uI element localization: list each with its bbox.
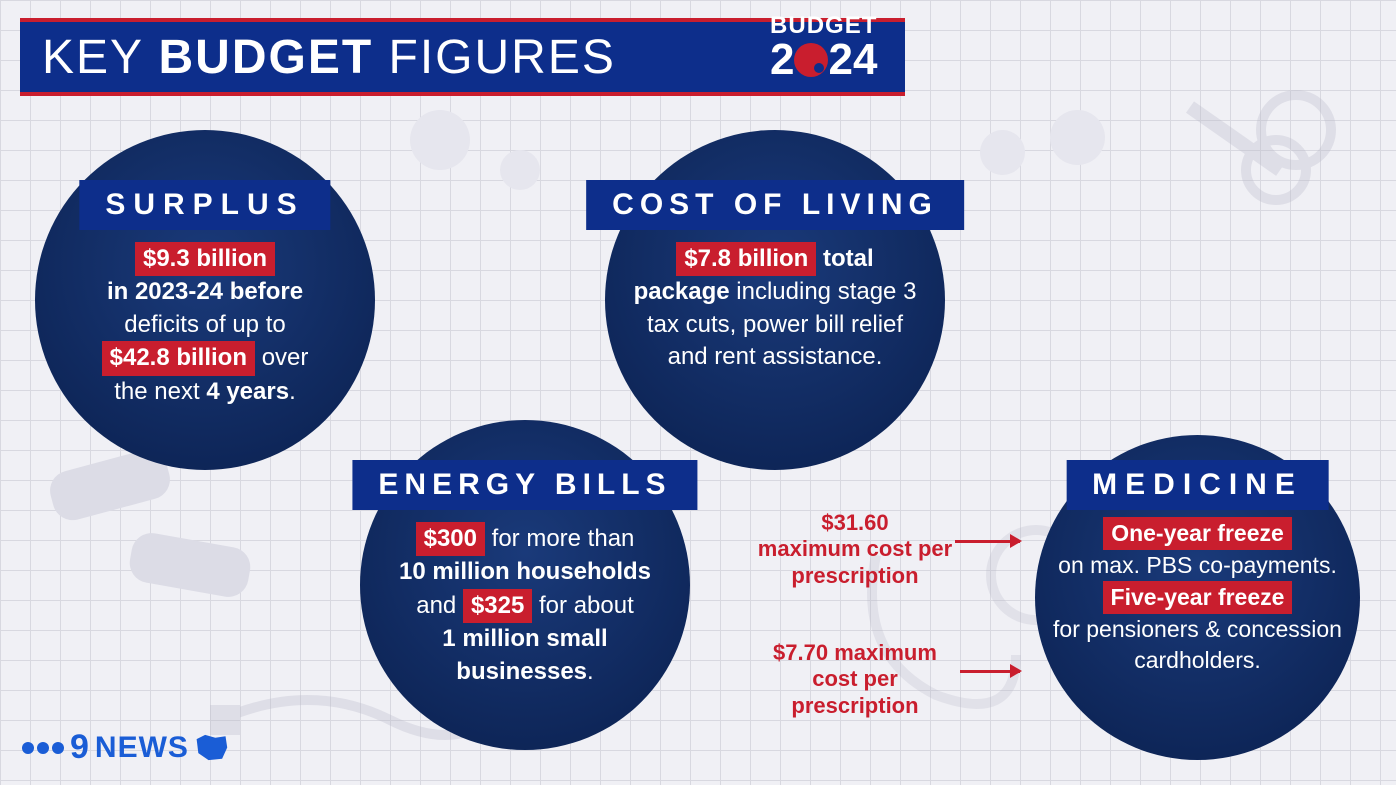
callout-1: $31.60 maximum cost per prescription [755, 510, 955, 589]
header-title: KEY BUDGET FIGURES [42, 30, 616, 85]
col-line1b: package [634, 278, 730, 305]
badge-year-left: 2 [770, 35, 794, 84]
surplus-line3c: . [289, 378, 296, 405]
energy-card: ENERGY BILLS $300 for more than 10 milli… [360, 420, 690, 750]
callout-1-text: maximum cost per prescription [758, 536, 952, 587]
energy-body: $300 for more than 10 million households… [385, 522, 665, 688]
logo-news-text: NEWS [95, 731, 189, 765]
logo-map-icon [195, 734, 229, 762]
energy-line4: 1 million small businesses [442, 625, 607, 684]
callout-1-amount: $31.60 [821, 510, 888, 535]
medicine-line2: for pensioners & concession cardholders. [1053, 616, 1342, 673]
energy-title: ENERGY BILLS [352, 460, 697, 510]
deco-circle [980, 130, 1025, 175]
energy-amount-1: $300 [416, 522, 485, 556]
medicine-title: MEDICINE [1066, 460, 1329, 510]
nine-news-logo: 9 NEWS [22, 728, 229, 767]
callout-2-text-b: cost per prescription [791, 666, 918, 717]
energy-line4-end: . [587, 658, 594, 685]
keys-icon [1096, 70, 1356, 290]
energy-line1: for more than [485, 525, 634, 552]
surplus-title: SURPLUS [79, 180, 330, 230]
callout-2: $7.70 maximum cost per prescription [750, 640, 960, 719]
callout-2-amount: $7.70 [773, 640, 828, 665]
surplus-line3b: the next [114, 378, 206, 405]
surplus-line3a: over [262, 344, 309, 371]
badge-year: 224 [770, 40, 877, 80]
medicine-card: MEDICINE One-year freeze on max. PBS co-… [1035, 435, 1360, 760]
col-title: COST OF LIVING [586, 180, 964, 230]
title-part-2: FIGURES [373, 31, 616, 84]
energy-amount-2: $325 [463, 589, 532, 623]
deco-pill [127, 530, 254, 600]
medicine-line1: on max. PBS co-payments. [1058, 552, 1337, 578]
energy-line3b: for about [532, 592, 633, 619]
surplus-years: 4 years [206, 378, 289, 405]
title-part-bold: BUDGET [159, 31, 374, 84]
surplus-amount-1: $9.3 billion [135, 242, 275, 276]
budget-badge: BUDGET 224 [770, 12, 877, 80]
col-amount: $7.8 billion [676, 242, 816, 276]
medicine-freeze-2: Five-year freeze [1103, 581, 1293, 614]
logo-nine: 9 [70, 728, 89, 767]
energy-line2: 10 million households [399, 558, 651, 585]
callout-2-text-a: maximum [828, 640, 937, 665]
deco-circle [410, 110, 470, 170]
arrow-1 [955, 540, 1020, 543]
deco-circle [500, 150, 540, 190]
col-body: $7.8 billion total package including sta… [630, 242, 920, 374]
energy-line3a: and [416, 592, 463, 619]
medicine-freeze-1: One-year freeze [1103, 517, 1292, 550]
logo-dots-icon [22, 742, 64, 754]
cost-of-living-card: COST OF LIVING $7.8 billion total packag… [605, 130, 945, 470]
medicine-body: One-year freeze on max. PBS co-payments.… [1053, 517, 1343, 676]
badge-year-circle [794, 43, 828, 77]
surplus-line1: in 2023-24 before [107, 278, 303, 305]
arrow-2 [960, 670, 1020, 673]
surplus-body: $9.3 billion in 2023-24 before deficits … [65, 242, 345, 408]
surplus-card: SURPLUS $9.3 billion in 2023-24 before d… [35, 130, 375, 470]
surplus-line2: deficits of up to [124, 311, 285, 338]
surplus-amount-2: $42.8 billion [102, 341, 255, 375]
col-line1a: total [816, 245, 873, 272]
badge-year-right: 24 [828, 35, 877, 84]
title-part-1: KEY [42, 31, 159, 84]
